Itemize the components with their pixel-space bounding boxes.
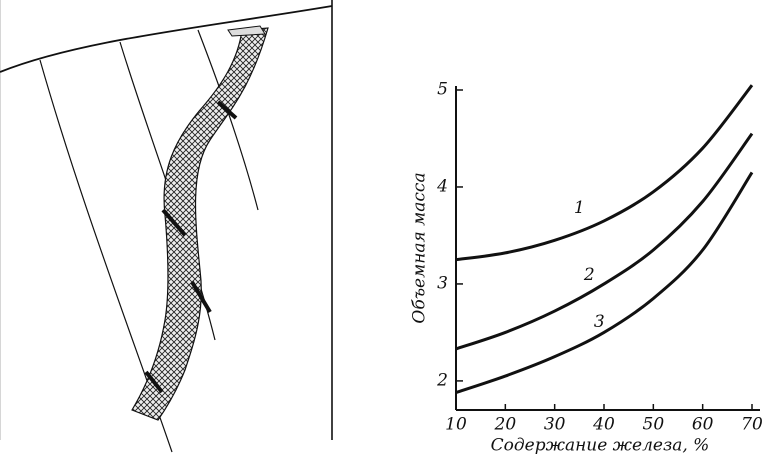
chart: Объемная масса Содержание железа, % 2 3 4 5… [410,80,763,456]
x-tick-label: 70 [741,415,763,435]
x-tick-label: 50 [643,415,665,435]
x-tick-label: 10 [445,415,467,435]
geology-diagram [0,0,333,453]
series-label: 2 [583,265,595,285]
series-line [455,171,754,394]
y-tick-label: 4 [436,176,448,196]
series-label: 3 [594,312,605,332]
y-tick-label: 3 [437,273,448,293]
series-line [455,132,754,351]
y-tick-label: 2 [436,370,448,390]
x-tick-label: 60 [692,415,714,435]
series-label: 1 [574,198,585,218]
x-axis-label: Содержание железа, % [491,436,710,456]
series-line [455,84,754,262]
y-tick-label: 5 [437,80,448,100]
y-axis-label: Объемная масса [410,172,430,323]
x-tick-label: 30 [544,415,566,435]
x-tick-label: 20 [494,415,517,435]
x-tick-label: 40 [592,415,615,435]
